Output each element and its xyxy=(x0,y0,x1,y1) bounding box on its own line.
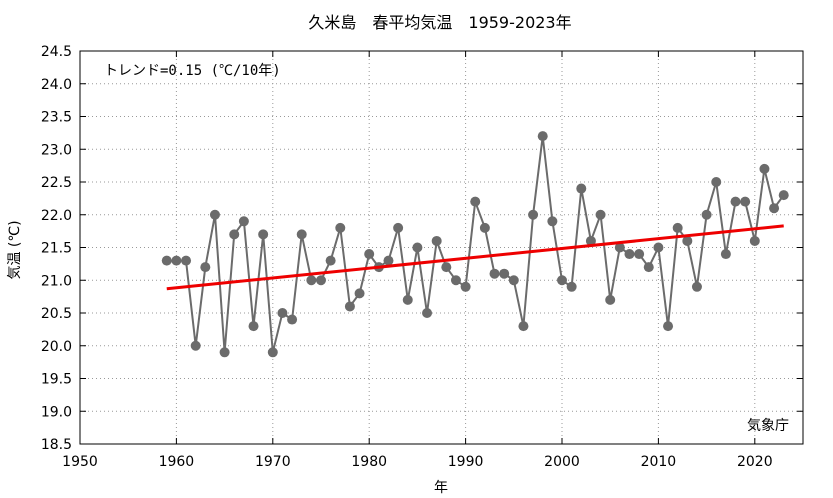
data-point xyxy=(537,131,548,142)
data-point xyxy=(749,235,760,246)
y-tick-label: 20.5 xyxy=(41,306,72,322)
data-point xyxy=(653,242,664,253)
data-point xyxy=(209,209,220,220)
data-point xyxy=(383,255,394,266)
data-series xyxy=(161,131,789,358)
data-point xyxy=(730,196,741,207)
x-tick-label: 2010 xyxy=(641,454,677,470)
data-point xyxy=(335,222,346,233)
trend-annotation: トレンド=0.15 (℃/10年) xyxy=(104,63,281,79)
axis-ticks: 1950 1960 1970 1980 1990 2000 2010 2020 18.5 19.0… xyxy=(41,44,803,470)
data-point xyxy=(402,294,413,305)
x-tick-label: 1960 xyxy=(159,454,195,470)
data-point xyxy=(229,229,240,240)
x-tick-label: 2020 xyxy=(737,454,773,470)
data-point xyxy=(325,255,336,266)
data-point xyxy=(316,275,326,286)
data-point xyxy=(740,196,751,207)
data-point xyxy=(258,229,269,240)
data-point xyxy=(306,275,317,286)
data-point xyxy=(701,209,712,220)
data-point xyxy=(720,249,731,260)
y-tick-label: 23.5 xyxy=(41,110,72,126)
data-point xyxy=(190,340,201,351)
y-axis-label: 気温 (℃) xyxy=(7,220,23,279)
y-tick-label: 18.5 xyxy=(41,437,72,453)
data-point xyxy=(634,249,645,260)
data-point xyxy=(287,314,298,325)
y-tick-label: 19.5 xyxy=(41,372,72,388)
y-tick-label: 21.5 xyxy=(41,241,72,257)
data-point xyxy=(769,203,780,214)
data-point xyxy=(663,321,674,332)
data-point xyxy=(585,235,596,246)
data-point xyxy=(181,255,192,266)
y-tick-label: 22.0 xyxy=(41,208,72,224)
data-point xyxy=(682,235,693,246)
data-point xyxy=(219,347,230,358)
data-point xyxy=(296,229,307,240)
data-point xyxy=(200,262,211,273)
y-tick-label: 24.0 xyxy=(41,77,72,93)
data-point xyxy=(605,294,616,305)
series-line xyxy=(166,136,785,353)
data-point xyxy=(691,281,702,292)
x-axis-label: 年 xyxy=(434,480,448,496)
x-tick-label: 1980 xyxy=(351,454,387,470)
data-point xyxy=(759,163,770,174)
data-point xyxy=(441,262,452,273)
source-label: 気象庁 xyxy=(747,418,789,434)
x-tick-label: 2000 xyxy=(544,454,580,470)
data-point xyxy=(778,190,789,201)
data-point xyxy=(344,301,355,312)
y-tick-label: 21.0 xyxy=(41,273,72,289)
data-point xyxy=(576,183,587,194)
data-point xyxy=(171,255,182,266)
y-tick-label: 22.5 xyxy=(41,175,72,191)
y-tick-label: 20.0 xyxy=(41,339,72,355)
data-point xyxy=(614,242,625,253)
data-point xyxy=(267,347,278,358)
data-point xyxy=(450,275,461,286)
data-point xyxy=(431,235,442,246)
data-point xyxy=(489,268,500,279)
chart-title: 久米島 春平均気温 1959-2023年 xyxy=(308,13,571,32)
data-point xyxy=(499,268,510,279)
trend-line xyxy=(166,224,784,291)
data-point xyxy=(595,209,606,220)
data-point xyxy=(624,249,635,260)
data-point xyxy=(277,308,288,318)
grid xyxy=(80,51,803,444)
data-point xyxy=(470,196,481,207)
data-point xyxy=(508,275,519,286)
data-point xyxy=(528,209,539,220)
y-tick-label: 19.0 xyxy=(41,404,72,420)
data-point xyxy=(566,281,577,292)
data-point xyxy=(643,262,654,273)
data-point xyxy=(238,216,249,227)
data-point xyxy=(412,242,423,253)
data-point xyxy=(479,222,490,233)
data-point xyxy=(711,177,722,187)
data-point xyxy=(547,216,558,227)
data-point xyxy=(248,321,259,332)
data-point xyxy=(557,275,567,286)
data-point xyxy=(354,288,365,299)
data-point xyxy=(460,281,471,292)
data-point xyxy=(518,321,529,332)
x-tick-label: 1990 xyxy=(448,454,484,470)
data-point xyxy=(161,255,172,266)
x-tick-label: 1950 xyxy=(62,454,98,470)
data-point xyxy=(364,249,375,260)
y-tick-label: 23.0 xyxy=(41,142,72,158)
x-tick-label: 1970 xyxy=(255,454,291,470)
data-point xyxy=(672,222,683,233)
y-tick-label: 24.5 xyxy=(41,44,72,60)
data-point xyxy=(393,222,404,233)
data-point xyxy=(422,308,433,318)
